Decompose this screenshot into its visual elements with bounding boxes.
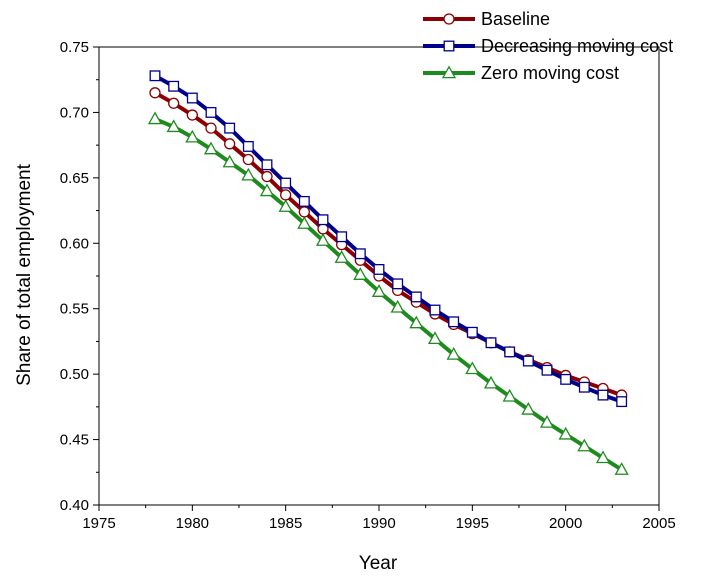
legend-marker: [443, 40, 455, 52]
data-point: [185, 129, 200, 143]
legend-label: Baseline: [481, 9, 550, 29]
data-point: [242, 153, 254, 166]
series-baseline: [149, 87, 628, 401]
y-tick-label: 0.60: [60, 235, 89, 252]
y-tick-label: 0.65: [60, 170, 89, 187]
x-tick-label: 1975: [82, 515, 115, 532]
x-axis-label: Year: [359, 553, 398, 574]
data-point: [297, 216, 312, 229]
y-tick-label: 0.75: [60, 39, 89, 56]
data-point: [317, 214, 329, 226]
data-point: [578, 381, 590, 393]
data-point: [466, 326, 478, 338]
series-line: [154, 91, 623, 397]
data-point: [429, 304, 441, 316]
data-point: [280, 189, 292, 201]
x-tick-label: 1985: [269, 515, 302, 532]
data-point: [353, 267, 368, 280]
legend: Baseline Decreasing moving cost Zero movin…: [423, 9, 673, 83]
data-point: [149, 87, 161, 99]
y-tick-label: 0.50: [60, 366, 89, 383]
x-tick-label: 2000: [549, 515, 582, 532]
data-point: [203, 141, 219, 155]
data-point: [616, 396, 628, 408]
data-point: [168, 97, 180, 109]
data-point: [448, 316, 460, 328]
data-point: [168, 80, 180, 92]
data-point: [278, 199, 293, 212]
data-point: [410, 291, 422, 303]
data-point: [336, 231, 348, 243]
data-point: [597, 389, 609, 401]
data-point: [539, 415, 555, 428]
data-point: [205, 122, 217, 134]
data-point: [502, 388, 517, 402]
data-point: [147, 111, 163, 125]
data-point: [149, 70, 161, 82]
data-point: [298, 195, 310, 207]
data-point: [315, 233, 331, 246]
data-point: [334, 250, 349, 263]
axes: 1975 1980 1985 1990 1995 2000 2005 0.40 0.45 0.50…: [60, 39, 676, 532]
data-point: [541, 364, 553, 376]
data-point: [409, 315, 424, 329]
data-point: [485, 337, 497, 349]
data-point: [205, 106, 217, 118]
data-point: [222, 154, 237, 168]
data-point: [558, 426, 573, 440]
data-point: [298, 206, 310, 218]
data-point: [280, 177, 292, 189]
data-point: [522, 355, 534, 367]
x-tick-label: 1980: [176, 515, 209, 532]
data-point: [483, 375, 499, 389]
data-point: [241, 167, 256, 181]
legend-item: Baseline: [423, 9, 550, 29]
data-point: [261, 170, 273, 183]
data-point: [373, 264, 385, 275]
data-point: [224, 138, 236, 150]
data-point: [560, 373, 572, 385]
data-point: [354, 248, 366, 260]
data-point: [186, 92, 198, 104]
y-tick-label: 0.55: [60, 301, 89, 318]
data-point: [446, 346, 461, 360]
data-point: [224, 122, 236, 134]
x-tick-label: 1990: [362, 515, 395, 532]
y-tick-label: 0.45: [60, 432, 89, 449]
series-line: [154, 117, 623, 472]
legend-label: Zero moving cost: [481, 63, 619, 83]
data-point: [577, 438, 592, 452]
data-point: [259, 183, 275, 197]
y-axis-label: Share of total employment: [14, 163, 35, 386]
y-tick-label: 0.40: [60, 497, 89, 514]
data-point: [614, 462, 629, 475]
y-tick-label: 0.70: [60, 104, 89, 121]
legend-label: Decreasing moving cost: [481, 36, 673, 56]
data-point: [371, 284, 387, 297]
data-point: [242, 141, 254, 152]
data-point: [521, 401, 536, 415]
data-point: [504, 346, 516, 358]
legend-marker: [443, 13, 455, 25]
data-point: [166, 119, 181, 133]
data-point: [465, 361, 480, 375]
series-zero-moving-cost: [147, 111, 629, 475]
data-point: [261, 159, 273, 171]
legend-item: Zero moving cost: [423, 63, 619, 83]
data-point: [390, 299, 405, 313]
legend-marker: [441, 65, 457, 79]
series-decreasing-moving-cost: [149, 70, 628, 408]
x-tick-label: 1995: [456, 515, 489, 532]
data-point: [427, 331, 443, 345]
data-point: [595, 450, 611, 464]
series-group: [147, 70, 629, 475]
data-point: [392, 278, 404, 290]
legend-item: Decreasing moving cost: [423, 36, 673, 56]
data-point: [186, 109, 198, 121]
x-tick-label: 2005: [642, 515, 675, 532]
